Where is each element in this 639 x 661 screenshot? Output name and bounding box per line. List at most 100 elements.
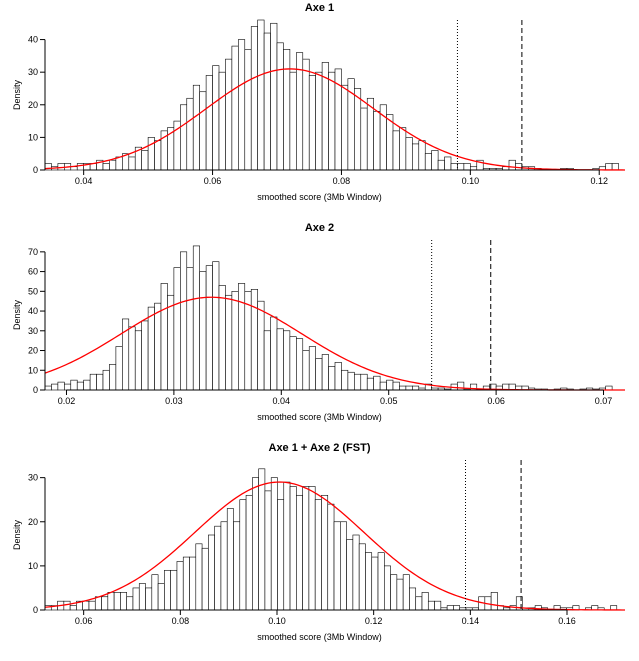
- x-axis-label: smoothed score (3Mb Window): [0, 412, 639, 422]
- histogram-bar: [251, 27, 257, 170]
- histogram-bar: [315, 500, 321, 610]
- histogram-bar: [187, 98, 193, 170]
- histogram-bar: [303, 59, 309, 170]
- histogram-bar: [328, 504, 334, 610]
- x-tick-label: 0.06: [75, 616, 93, 626]
- histogram-bar: [341, 85, 347, 170]
- histogram-bar: [335, 362, 341, 390]
- histogram-bar: [374, 376, 380, 390]
- histogram-bar: [71, 380, 77, 390]
- histogram-bar: [277, 500, 283, 610]
- histogram-bar: [334, 522, 340, 610]
- histogram-bar: [309, 486, 315, 610]
- histogram-bar: [135, 331, 141, 390]
- histogram-bar: [232, 46, 238, 170]
- x-tick-label: 0.10: [462, 176, 480, 186]
- histogram-bar: [359, 544, 365, 610]
- histogram-bar: [303, 351, 309, 390]
- histogram-bar: [422, 592, 428, 610]
- histogram-bar: [120, 592, 126, 610]
- y-tick-label: 40: [28, 306, 38, 316]
- histogram-bar: [457, 382, 463, 390]
- histogram-bar: [453, 606, 459, 610]
- y-tick-label: 30: [28, 326, 38, 336]
- y-tick-label: 10: [28, 365, 38, 375]
- histogram-bar: [193, 85, 199, 170]
- y-tick-label: 40: [28, 35, 38, 45]
- x-tick-label: 0.06: [204, 176, 222, 186]
- histogram-bar: [167, 295, 173, 390]
- histogram-bar: [428, 601, 434, 610]
- histogram-bar: [238, 283, 244, 390]
- histogram-bar: [193, 246, 199, 390]
- histogram-bar: [109, 364, 115, 390]
- histogram-bar: [155, 303, 161, 390]
- histogram-bar: [246, 495, 252, 610]
- histogram-bar: [378, 553, 384, 610]
- histogram-bar: [329, 366, 335, 390]
- y-tick-label: 10: [28, 132, 38, 142]
- x-tick-label: 0.06: [487, 396, 505, 406]
- histogram-bar: [129, 157, 135, 170]
- histogram-bar: [158, 584, 164, 610]
- histogram-bar: [174, 268, 180, 390]
- histogram-bar: [265, 491, 271, 610]
- histogram-bar: [425, 154, 431, 170]
- x-tick-label: 0.04: [75, 176, 93, 186]
- panel-1: Axe 2 Density smoothed score (3Mb Window) 0…: [0, 220, 639, 440]
- histogram-bar: [290, 337, 296, 390]
- histogram-bar: [238, 40, 244, 170]
- histogram-bar: [612, 163, 618, 170]
- histogram-bar: [491, 592, 497, 610]
- y-tick-label: 20: [28, 517, 38, 527]
- histogram-bar: [221, 522, 227, 610]
- plot-area: 0.040.060.080.100.12010203040: [0, 0, 639, 220]
- histogram-bar: [58, 382, 64, 390]
- histogram-bar: [64, 384, 70, 390]
- histogram-bar: [435, 601, 441, 610]
- histogram-bar: [190, 557, 196, 610]
- histogram-bar: [432, 150, 438, 170]
- histogram-bar: [64, 601, 70, 610]
- histogram-bar: [399, 128, 405, 170]
- histogram-bar: [447, 606, 453, 610]
- y-tick-label: 30: [28, 473, 38, 483]
- histogram-bar: [129, 327, 135, 390]
- histogram-bar: [102, 597, 108, 610]
- histogram-bar: [438, 160, 444, 170]
- histogram-bar: [606, 163, 612, 170]
- histogram-bar: [116, 347, 122, 390]
- histogram-bar: [380, 382, 386, 390]
- histogram-bar: [283, 49, 289, 170]
- histogram-bar: [397, 579, 403, 610]
- histogram-bar: [171, 570, 177, 610]
- histogram-bar: [180, 105, 186, 170]
- histogram-bar: [219, 72, 225, 170]
- histogram-bar: [290, 486, 296, 610]
- histogram-bar: [374, 111, 380, 170]
- y-tick-label: 70: [28, 247, 38, 257]
- histogram-bar: [152, 575, 158, 610]
- histogram-bar: [365, 553, 371, 610]
- histogram-bar: [419, 141, 425, 170]
- histogram-bar: [329, 72, 335, 170]
- histogram-bar: [283, 331, 289, 390]
- x-tick-label: 0.10: [268, 616, 286, 626]
- histogram-bar: [451, 163, 457, 170]
- panel-title: Axe 2: [0, 222, 639, 234]
- histogram-bar: [321, 495, 327, 610]
- histogram-bar: [403, 575, 409, 610]
- y-axis-label: Density: [12, 300, 22, 330]
- histogram-bar: [225, 295, 231, 390]
- histogram-bar: [103, 163, 109, 170]
- y-tick-label: 30: [28, 67, 38, 77]
- histogram-bar: [83, 601, 89, 610]
- histogram-bar: [361, 108, 367, 170]
- histogram-bar: [109, 160, 115, 170]
- histogram-bar: [457, 163, 463, 170]
- histogram-bar: [316, 358, 322, 390]
- histogram-bar: [322, 354, 328, 390]
- histogram-bar: [202, 548, 208, 610]
- histogram-bar: [97, 374, 103, 390]
- histogram-bar: [225, 59, 231, 170]
